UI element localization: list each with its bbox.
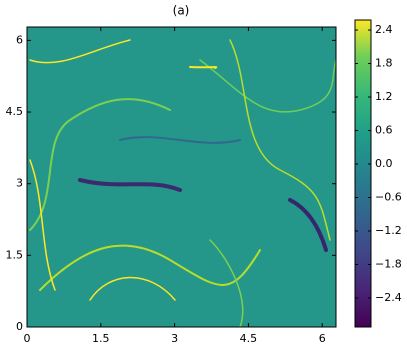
streak	[119, 136, 241, 144]
y-tick-label: 4.5	[6, 105, 24, 118]
x-tick-label: 3	[171, 332, 178, 345]
streak	[199, 59, 336, 113]
plot-frame	[26, 26, 337, 328]
x-tick-label: 0	[24, 332, 31, 345]
streak	[189, 66, 218, 69]
streak	[29, 39, 131, 64]
y-tick-label: 0	[16, 320, 23, 333]
colorbar-tick-label: 1.8	[375, 57, 393, 70]
chart-title: (a)	[173, 4, 190, 18]
colorbar-tick-label: 0.6	[375, 124, 393, 137]
y-tick-label: 3	[16, 177, 23, 190]
y-tick-label: 6	[16, 33, 23, 46]
x-tick-label: 4.5	[240, 332, 258, 345]
streak	[288, 198, 328, 252]
streak	[209, 239, 244, 327]
colorbar-tick-label: 1.2	[375, 90, 393, 103]
colorbar-tick-label: −0.6	[375, 191, 402, 204]
x-tick-label: 6	[319, 332, 326, 345]
streak	[89, 276, 176, 301]
streak	[229, 39, 331, 241]
heatmap-field	[27, 27, 336, 327]
colorbar-tick-label: −1.8	[375, 257, 402, 270]
colorbar	[354, 19, 372, 328]
colorbar-tick-label: −2.4	[375, 291, 402, 304]
streak	[29, 98, 171, 231]
y-tick-label: 1.5	[6, 248, 24, 261]
field-background	[27, 27, 336, 327]
colorbar-tick-label: 2.4	[375, 23, 393, 36]
colorbar-tick-label: 0.0	[375, 157, 393, 170]
x-tick-label: 1.5	[92, 332, 110, 345]
colorbar-tick-label: −1.2	[375, 224, 402, 237]
streak	[78, 178, 182, 192]
streak	[29, 159, 56, 291]
